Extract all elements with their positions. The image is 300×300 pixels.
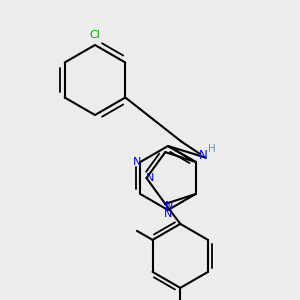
Text: Cl: Cl xyxy=(90,30,101,40)
Text: N: N xyxy=(199,149,208,162)
Text: N: N xyxy=(165,201,173,211)
Text: N: N xyxy=(133,157,142,167)
Text: H: H xyxy=(208,143,216,154)
Text: N: N xyxy=(146,173,155,183)
Text: N: N xyxy=(164,209,172,219)
